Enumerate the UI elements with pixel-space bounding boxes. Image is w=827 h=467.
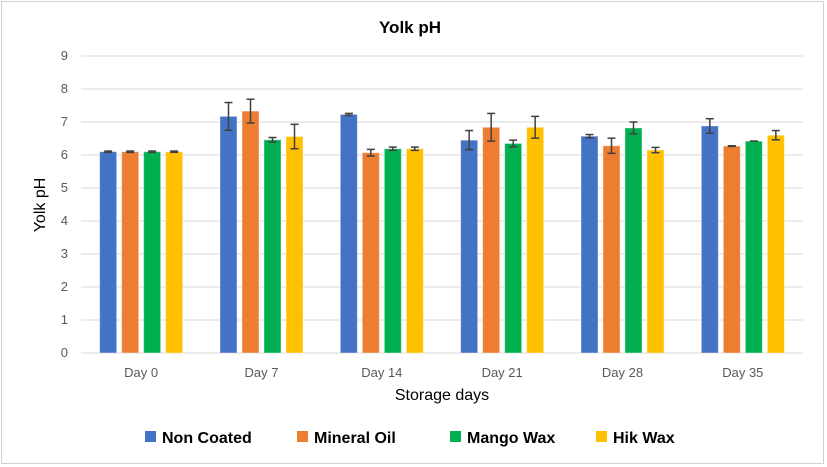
- error-bar: [607, 137, 616, 155]
- y-tick-label: 0: [61, 345, 68, 360]
- bar-hik-wax: [285, 136, 304, 354]
- x-tick-label: Day 14: [361, 365, 402, 380]
- legend-label: Non Coated: [162, 430, 252, 447]
- error-bar: [224, 101, 233, 131]
- x-tick-label: Day 0: [124, 365, 158, 380]
- error-bar: [170, 150, 179, 154]
- bar-mango-wax: [263, 139, 282, 354]
- error-bar: [487, 112, 496, 142]
- error-bar: [148, 150, 157, 154]
- bar-mineral-oil: [361, 152, 380, 354]
- error-bar: [629, 121, 638, 135]
- bar-hik-wax: [766, 134, 785, 354]
- y-tick-label: 6: [61, 147, 68, 162]
- legend-swatch: [145, 431, 156, 442]
- y-tick-label: 2: [61, 279, 68, 294]
- error-bar: [104, 150, 113, 154]
- bar-non-coated: [700, 125, 719, 354]
- bar-hik-wax: [405, 148, 424, 354]
- bar-hik-wax: [165, 151, 184, 354]
- bar-mango-wax: [383, 148, 402, 354]
- error-bar: [651, 146, 660, 154]
- y-tick-label: 3: [61, 246, 68, 261]
- legend-swatch: [450, 431, 461, 442]
- error-bar: [509, 139, 518, 148]
- error-bar: [246, 98, 255, 124]
- error-bar: [126, 150, 135, 154]
- bar-non-coated: [219, 115, 238, 354]
- y-tick-label: 9: [61, 48, 68, 63]
- y-tick-label: 1: [61, 312, 68, 327]
- bar-non-coated: [339, 113, 358, 354]
- legend-swatch: [297, 431, 308, 442]
- error-bar: [410, 146, 419, 152]
- x-tick-label: Day 21: [482, 365, 523, 380]
- y-tick-label: 7: [61, 114, 68, 129]
- bar-mineral-oil: [602, 145, 621, 354]
- legend-label: Mineral Oil: [314, 430, 396, 447]
- error-bar: [268, 136, 277, 143]
- bar-mango-wax: [744, 140, 763, 354]
- error-bar: [290, 123, 299, 150]
- error-bar: [771, 129, 780, 141]
- bar-mango-wax: [143, 151, 162, 354]
- bar-non-coated: [99, 151, 118, 354]
- error-bar: [366, 148, 375, 157]
- bar-mango-wax: [624, 127, 643, 354]
- bar-hik-wax: [526, 126, 545, 354]
- x-tick-label: Day 35: [722, 365, 763, 380]
- y-tick-label: 4: [61, 213, 68, 228]
- y-tick-label: 8: [61, 81, 68, 96]
- error-bar: [727, 145, 736, 148]
- y-axis-title: Yolk pH: [32, 178, 49, 233]
- x-tick-label: Day 28: [602, 365, 643, 380]
- error-bar: [531, 115, 540, 139]
- legend-swatch: [596, 431, 607, 442]
- x-axis-title: Storage days: [395, 387, 489, 404]
- bar-mineral-oil: [722, 145, 741, 354]
- legend-label: Mango Wax: [467, 430, 555, 447]
- bar-non-coated: [460, 139, 479, 354]
- error-bar: [388, 146, 397, 152]
- chart-title: Yolk pH: [379, 18, 441, 37]
- error-bar: [585, 133, 594, 139]
- legend-label: Hik Wax: [613, 430, 675, 447]
- bar-mineral-oil: [121, 151, 140, 354]
- bar-non-coated: [580, 135, 599, 354]
- y-tick-label: 5: [61, 180, 68, 195]
- bar-hik-wax: [646, 149, 665, 354]
- bar-mineral-oil: [241, 110, 260, 354]
- error-bar: [344, 112, 353, 117]
- error-bar: [705, 117, 714, 134]
- x-tick-label: Day 7: [245, 365, 279, 380]
- bar-mango-wax: [504, 142, 523, 354]
- error-bar: [465, 129, 474, 151]
- legend: Non Coated Mineral Oil Mango Wax Hik Wax: [145, 430, 675, 447]
- bar-mineral-oil: [482, 126, 501, 354]
